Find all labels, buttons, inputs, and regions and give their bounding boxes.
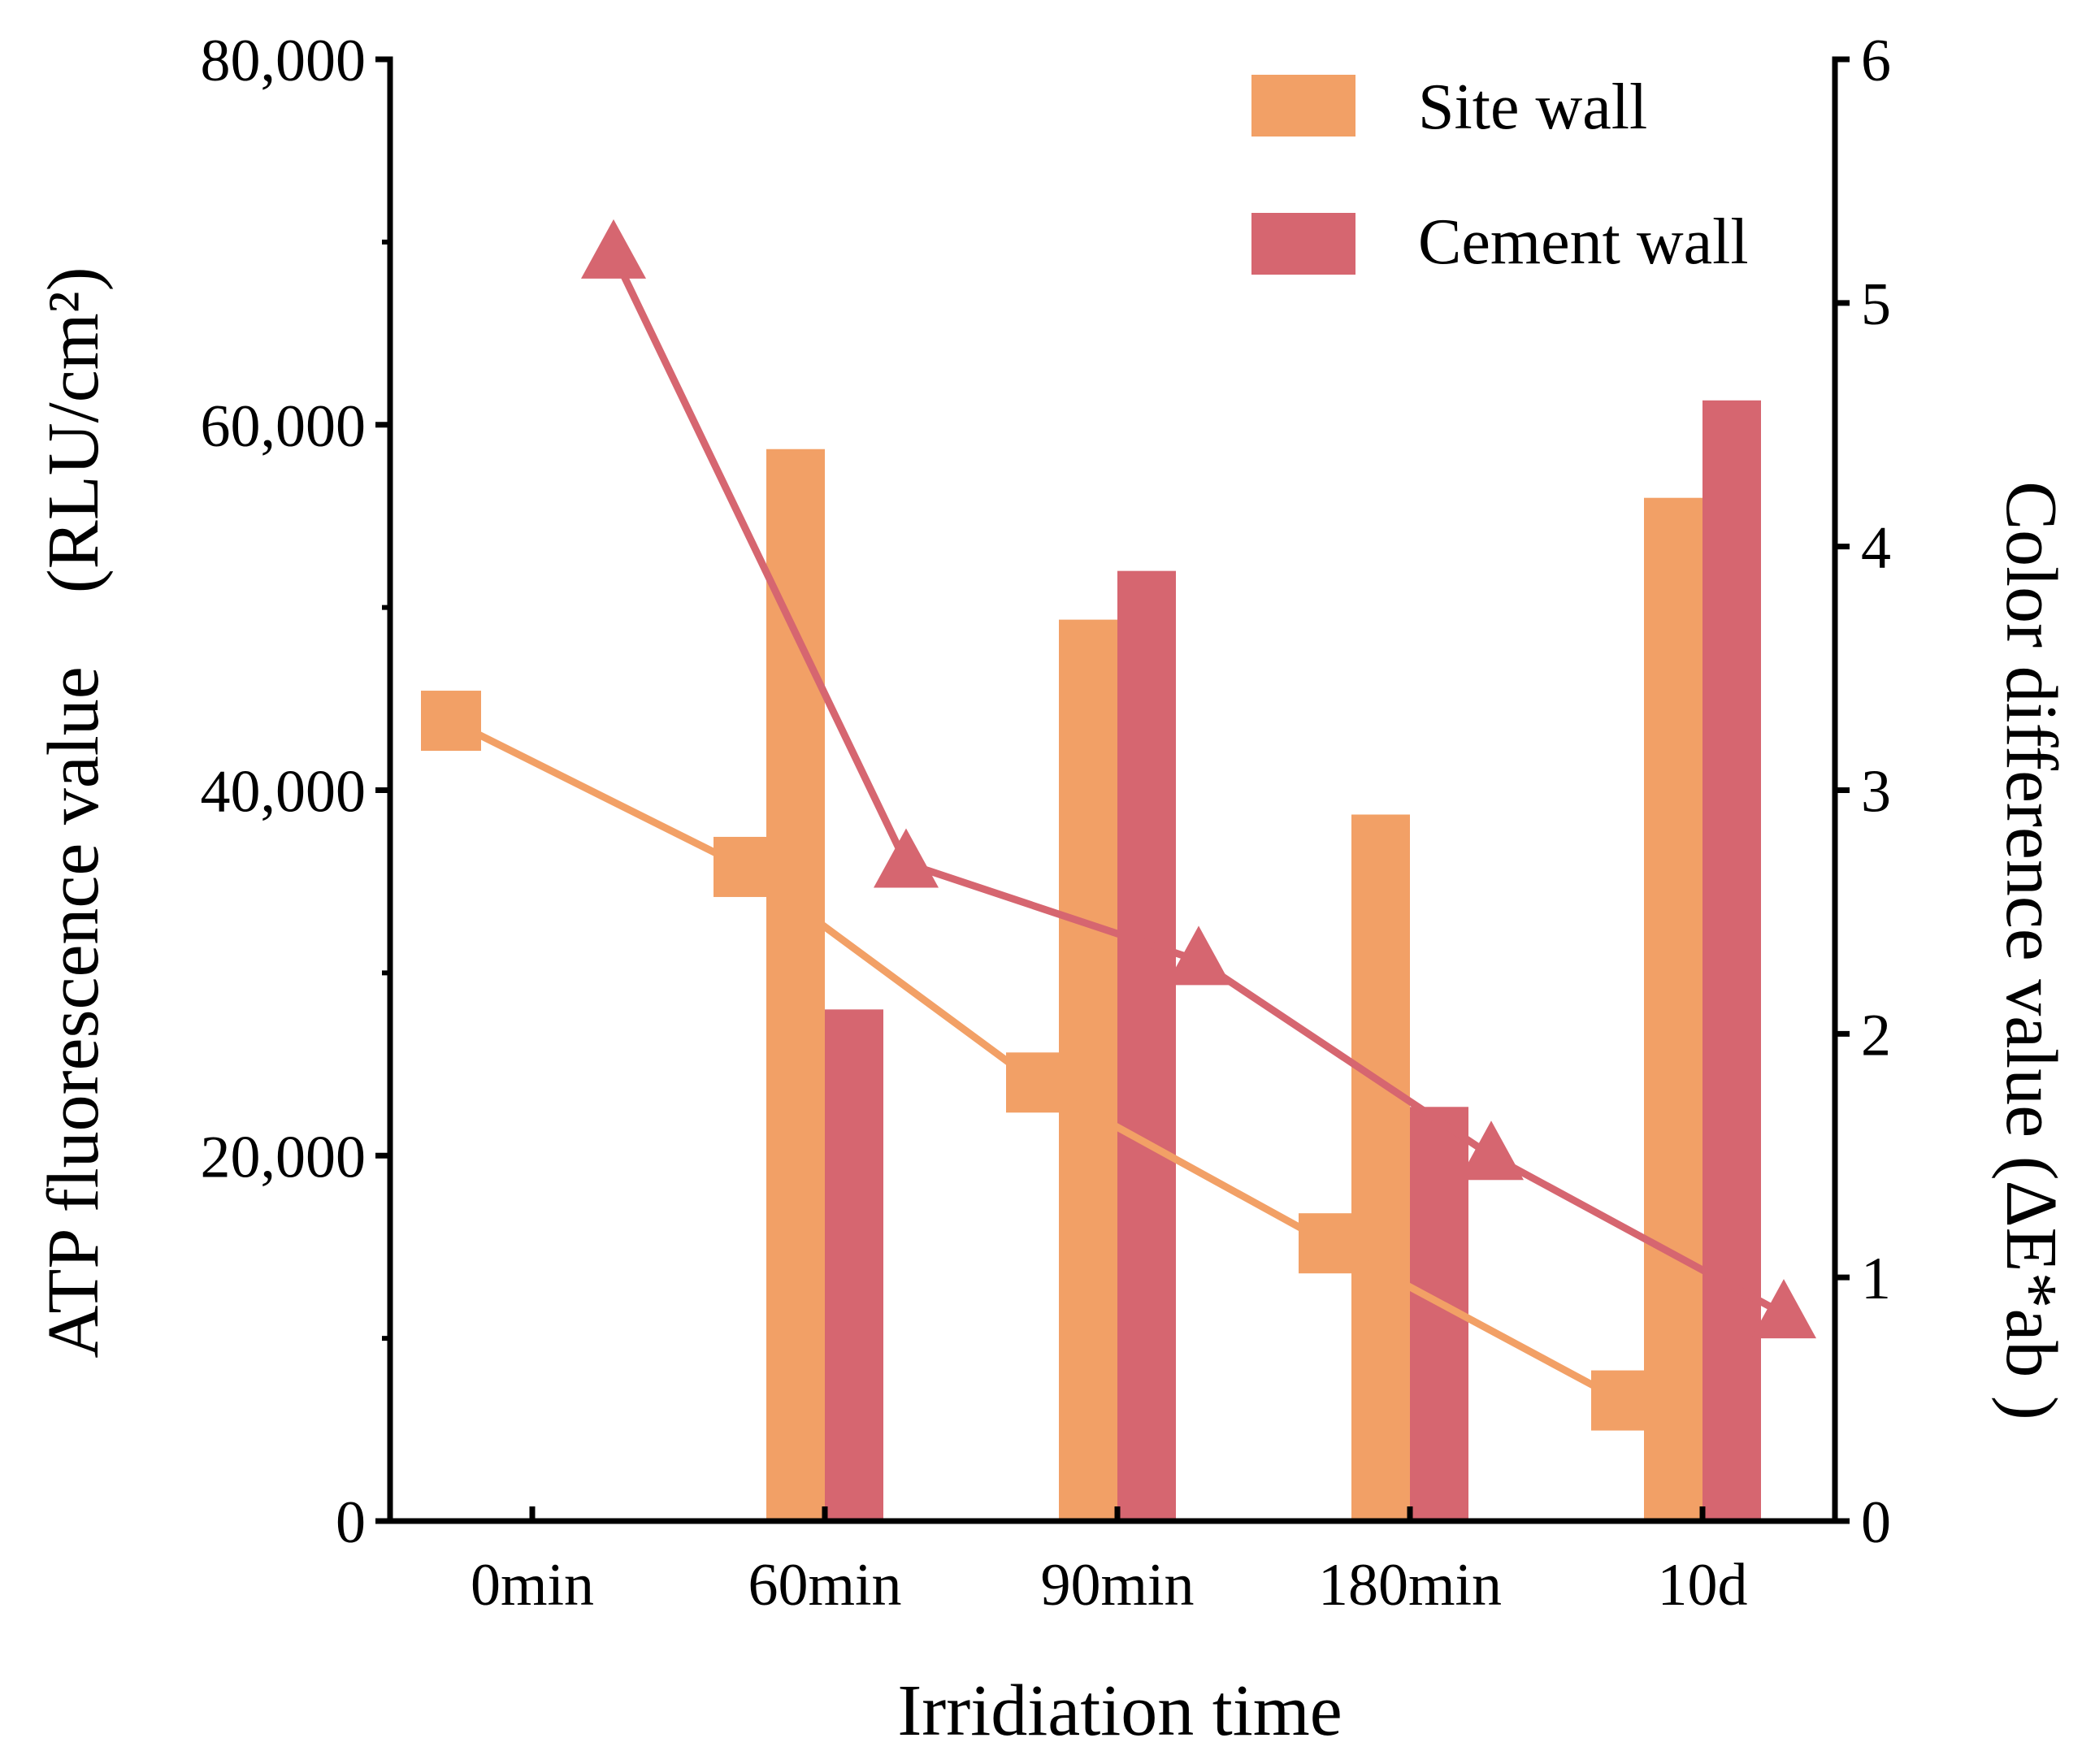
lines-layer <box>421 219 1816 1431</box>
legend-label-cement-wall: Cement wall <box>1418 206 1749 278</box>
triangle-marker-90min <box>1166 925 1231 986</box>
y-right-tick-label: 5 <box>1861 271 1891 338</box>
bar-site-wall-90min <box>1059 619 1117 1521</box>
y-axis-title-left: ATP fluorescence value (RLU/cm²) <box>33 267 114 1358</box>
x-tick-label-10d: 10d <box>1658 1552 1748 1619</box>
bar-cement-wall-60min <box>825 1009 883 1521</box>
y-left-tick-label: 20,000 <box>201 1124 367 1190</box>
y-right-tick-label: 0 <box>1861 1489 1891 1556</box>
y-left-tick-label: 60,000 <box>201 393 367 460</box>
y-axis-title-right: Color difference value (ΔE*ab ) <box>1991 481 2071 1420</box>
square-marker-60min <box>714 836 774 897</box>
triangle-marker-180min <box>1459 1120 1524 1181</box>
square-marker-0min <box>421 691 481 752</box>
bar-site-wall-180min <box>1351 814 1410 1521</box>
x-tick-label-90min: 90min <box>1040 1552 1194 1619</box>
bar-cement-wall-90min <box>1117 570 1176 1521</box>
y-left-tick-label: 40,000 <box>201 759 367 826</box>
y-right-tick-label: 2 <box>1861 1002 1891 1068</box>
square-marker-10d <box>1591 1370 1651 1431</box>
triangle-marker-0min <box>581 219 646 279</box>
legend: Site wall Cement wall <box>1251 72 1749 278</box>
y-right-tick-label: 3 <box>1861 759 1891 826</box>
legend-swatch-site-wall <box>1251 75 1355 137</box>
x-tick-label-0min: 0min <box>471 1552 594 1619</box>
legend-swatch-cement-wall <box>1251 213 1355 275</box>
x-axis-title: Irridiation time <box>897 1671 1342 1751</box>
y-left-tick-label: 80,000 <box>201 28 367 94</box>
y-right-tick-label: 6 <box>1861 28 1891 94</box>
triangle-marker-60min <box>874 828 939 888</box>
x-tick-label-180min: 180min <box>1318 1552 1502 1619</box>
triangle-marker-10d <box>1751 1279 1816 1339</box>
x-tick-label-60min: 60min <box>748 1552 901 1619</box>
bar-site-wall-10d <box>1644 497 1702 1522</box>
bars-layer <box>766 400 1761 1522</box>
square-marker-180min <box>1299 1213 1359 1274</box>
square-marker-90min <box>1006 1052 1066 1113</box>
legend-label-site-wall: Site wall <box>1418 72 1647 143</box>
y-right-tick-label: 1 <box>1861 1246 1891 1312</box>
y-right-tick-label: 4 <box>1861 515 1891 582</box>
bar-cement-wall-10d <box>1702 400 1761 1522</box>
bar-site-wall-60min <box>766 449 825 1521</box>
y-left-tick-label: 0 <box>336 1489 366 1556</box>
